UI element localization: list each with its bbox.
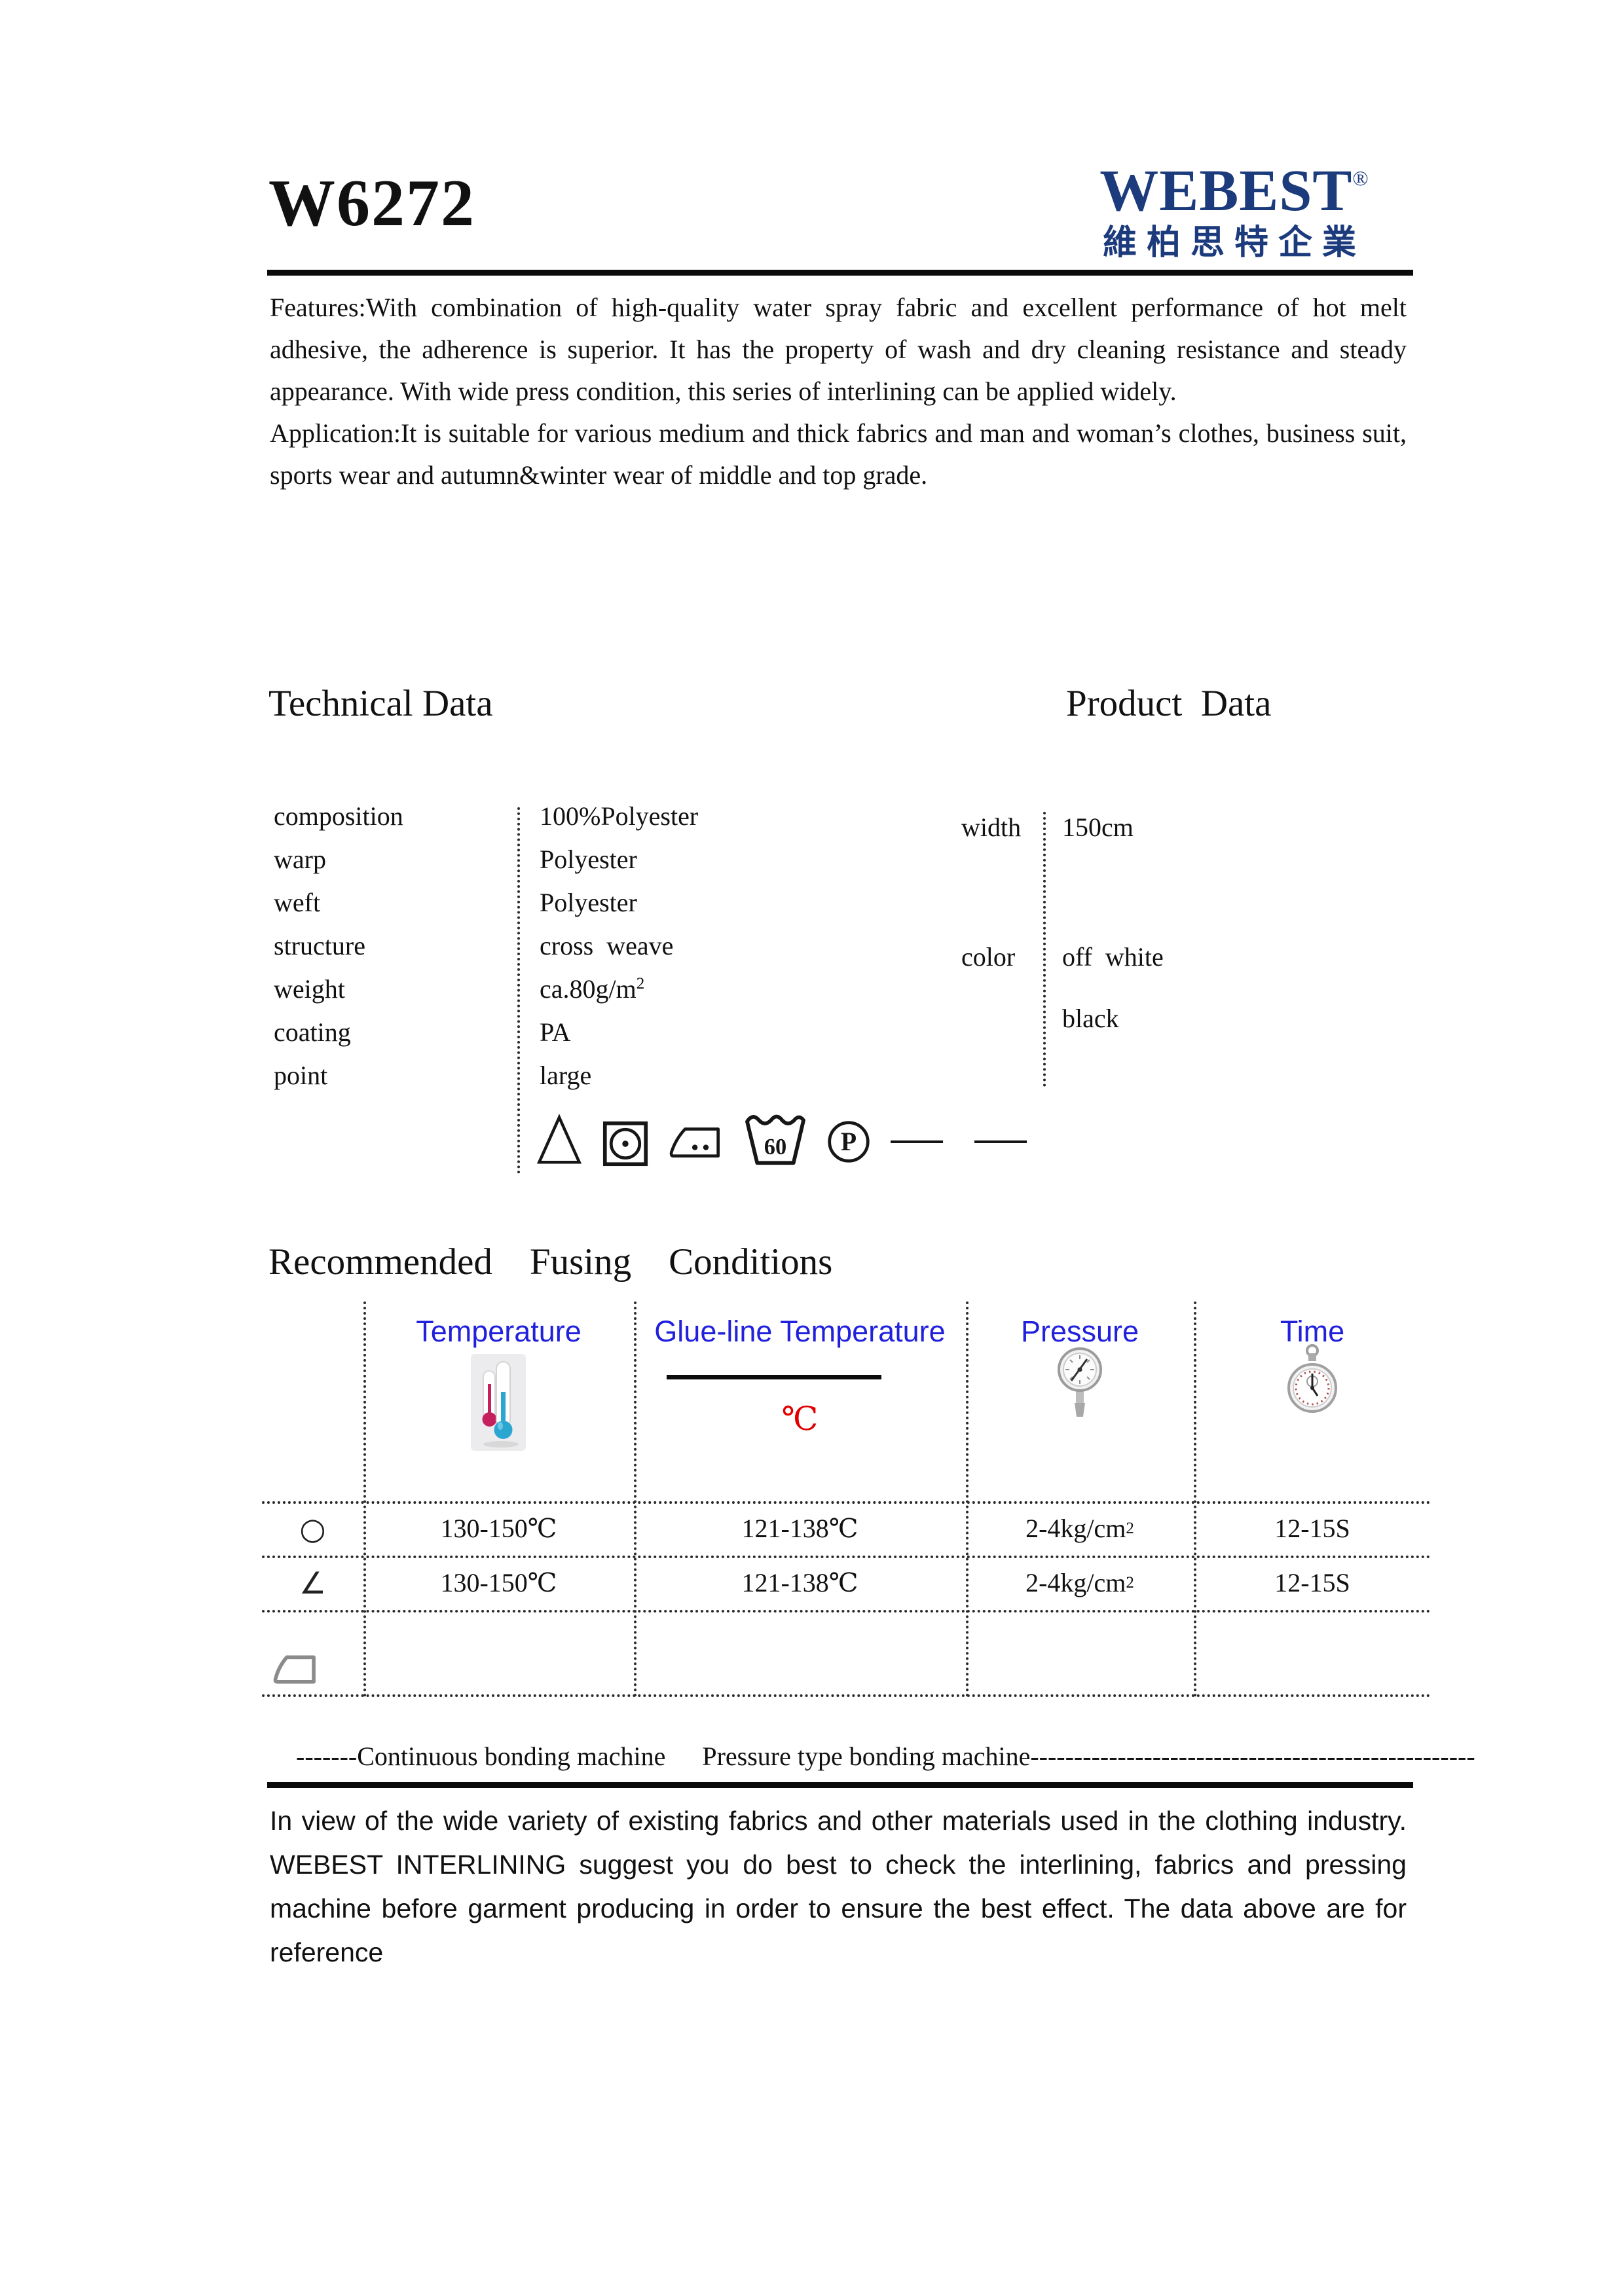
width-value: 150cm — [1062, 812, 1134, 842]
superscript: 2 — [1126, 1573, 1134, 1592]
stopwatch-icon — [1287, 1344, 1337, 1413]
technical-data-heading: Technical Data — [268, 683, 493, 724]
row-symbol-angle: ∠ — [299, 1565, 327, 1601]
column-header-temperature: Temperature — [416, 1315, 581, 1348]
table-row: point large — [274, 1053, 1060, 1097]
color-value-offwhite: off white — [1062, 942, 1164, 972]
product-model-title: W6272 — [268, 166, 475, 240]
row-value: 100%Polyester — [540, 801, 699, 831]
application-paragraph: Application:It is suitable for various m… — [270, 418, 1407, 490]
width-label: width — [961, 812, 1022, 842]
superscript: 2 — [1126, 1519, 1134, 1537]
row-label: coating — [274, 1017, 351, 1047]
row-label: weft — [274, 887, 321, 917]
time-value: 12-15S — [1274, 1514, 1350, 1543]
iron-two-dots-icon — [669, 1127, 720, 1158]
time-value: 12-15S — [1274, 1568, 1350, 1597]
intro-paragraphs: Features:With combination of high-qualit… — [270, 287, 1407, 496]
superscript: 2 — [636, 974, 645, 993]
row-label: structure — [274, 930, 365, 960]
header-divider-rule — [267, 270, 1413, 276]
company-logo: WEBEST® 維柏思特企業 — [1080, 148, 1388, 263]
footer-disclaimer: In view of the wide variety of existing … — [270, 1806, 1407, 1967]
row-divider — [262, 1501, 1431, 1504]
row-symbol-iron-icon — [273, 1655, 316, 1684]
row-label: point — [274, 1060, 328, 1090]
table-row: structure cross weave — [274, 924, 1060, 967]
row-label: composition — [274, 801, 403, 831]
column-divider — [363, 1302, 366, 1697]
care-symbols-row: 60 P — [536, 1105, 871, 1167]
table-row: weight ca.80g/m2 — [274, 967, 1060, 1010]
glue-temperature-value: 121-138℃ — [741, 1514, 858, 1543]
row-divider — [262, 1610, 1431, 1613]
wash-temperature: 60 — [764, 1135, 786, 1159]
registered-trademark-icon: ® — [1352, 166, 1369, 190]
dry-clean-p-icon: P — [828, 1121, 870, 1163]
glue-line-unit-celsius: ℃ — [781, 1400, 819, 1437]
row-symbol-circle: ○ — [299, 1510, 326, 1546]
row-label: weight — [274, 974, 345, 1004]
table-row: composition 100%Polyester — [274, 794, 1060, 837]
continuous-bonding-label: -------Continuous bonding machine — [296, 1741, 666, 1771]
wash-60-icon: 60 — [745, 1114, 805, 1165]
color-label: color — [961, 942, 1016, 972]
column-divider — [1194, 1302, 1196, 1697]
column-header-time: Time — [1280, 1315, 1345, 1348]
column-header-glue-line: Glue-line Temperature — [654, 1315, 946, 1348]
pressure-value: 2-4kg/cm 2 — [1025, 1514, 1134, 1543]
pressure-value: 2-4kg/cm 2 — [1025, 1568, 1134, 1597]
color-value-black: black — [1062, 1004, 1119, 1033]
bleach-triangle-icon — [536, 1114, 582, 1164]
features-paragraph: Features:With combination of high-qualit… — [270, 293, 1407, 406]
row-divider — [262, 1556, 1431, 1558]
column-header-pressure: Pressure — [1020, 1315, 1139, 1348]
column-divider — [634, 1302, 637, 1697]
row-value: ca.80g/m2 — [540, 974, 645, 1004]
column-divider — [966, 1302, 969, 1697]
temperature-value: 130-150℃ — [440, 1568, 557, 1597]
row-value: Polyester — [540, 844, 637, 874]
technical-table-divider — [517, 807, 520, 1174]
row-value: Polyester — [540, 887, 637, 917]
technical-table: composition 100%Polyester warp Polyester w… — [274, 794, 1060, 1097]
footer-divider-rule — [267, 1782, 1413, 1788]
bonding-machine-note: -------Continuous bonding machine Pressur… — [270, 1710, 1475, 1802]
row-label: warp — [274, 844, 326, 874]
fusing-conditions-heading: Recommended Fusing Conditions — [268, 1241, 833, 1283]
row-value: cross weave — [540, 930, 674, 960]
brand-wordmark: WEBEST® — [1080, 148, 1388, 221]
row-value: PA — [540, 1017, 571, 1047]
row-divider — [262, 1694, 1431, 1697]
table-row: warp Polyester — [274, 837, 1060, 881]
glue-line-blank-rule — [667, 1375, 881, 1379]
blank-underscore-line — [891, 1140, 943, 1143]
table-row: coating PA — [274, 1010, 1060, 1053]
tumble-dry-icon — [602, 1121, 648, 1167]
product-data-heading: Product Data — [1066, 683, 1272, 724]
brand-chinese-name: 維柏思特企業 — [1102, 225, 1366, 262]
temperature-value: 130-150℃ — [440, 1514, 557, 1543]
thermometer-icon — [471, 1354, 526, 1451]
row-value: large — [540, 1060, 592, 1090]
blank-underscore-line — [974, 1140, 1027, 1143]
fusing-conditions-table: Temperature Glue-line Temperature Pressu… — [262, 1302, 1431, 1697]
glue-temperature-value: 121-138℃ — [741, 1568, 858, 1597]
product-table-divider — [1043, 812, 1046, 1087]
table-row: weft Polyester — [274, 881, 1060, 924]
pressure-gauge-icon — [1058, 1347, 1102, 1417]
brand-name: WEBEST — [1099, 158, 1353, 223]
pressure-bonding-label: Pressure type bonding machine-----------… — [702, 1741, 1475, 1771]
dry-clean-letter: P — [841, 1127, 857, 1156]
